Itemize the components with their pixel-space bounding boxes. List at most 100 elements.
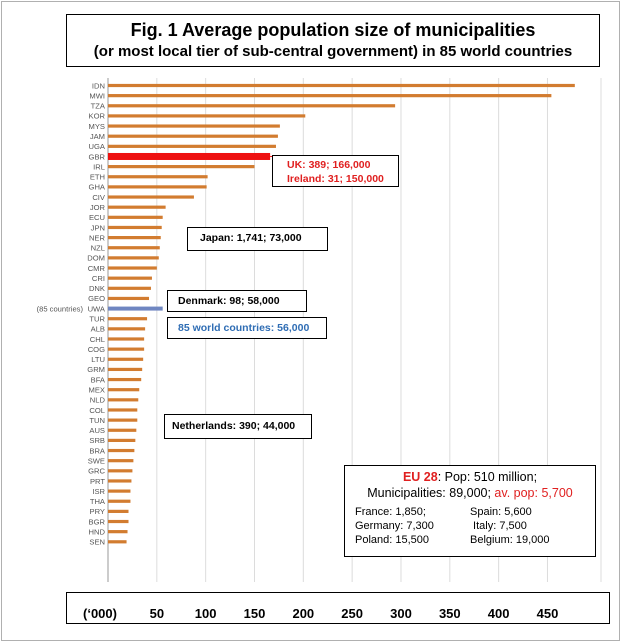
x-tick-label: 50 [149, 606, 165, 621]
category-label: AUS [89, 426, 105, 435]
chart-title: Fig. 1 Average population size of munici… [130, 20, 536, 40]
category-label: PRT [90, 477, 105, 486]
category-label: SEN [89, 538, 105, 547]
eu28-pop: : Pop: 510 million; [437, 470, 538, 484]
x-tick-label: 200 [292, 606, 315, 621]
netherlands-annotation: Netherlands: 390; 44,000 [164, 414, 312, 439]
category-label: THA [90, 497, 106, 506]
category-label: DOM [87, 254, 105, 263]
bar-tha [108, 499, 131, 503]
category-label: CHL [90, 335, 105, 344]
bar-dom [108, 256, 159, 260]
category-label: JAM [90, 132, 105, 141]
chart-subtitle: (or most local tier of sub-central gover… [93, 43, 573, 60]
bar-tur [108, 317, 148, 321]
bar-dnk [108, 286, 151, 290]
eu28-average-pop: av. pop: 5,700 [490, 486, 573, 500]
category-label: LTU [91, 355, 105, 364]
bar-sen [108, 540, 127, 544]
bar-jpn [108, 225, 162, 230]
category-label: HND [89, 527, 106, 536]
bar-mys [108, 124, 280, 128]
category-label: IDN [92, 81, 105, 90]
x-tick-label: 150 [243, 606, 266, 621]
bar-srb [108, 438, 136, 442]
bar-uga [108, 144, 276, 148]
bar-kor [108, 114, 306, 118]
eu-country-entry: France: 1,850; [355, 506, 426, 518]
eu-country-entry: Spain: 5,600 [470, 506, 532, 518]
eu-country-entry: Italy: 7,500 [470, 520, 527, 532]
eu-country-row: Poland: 15,500 Belgium: 19,000 [355, 534, 595, 548]
eu28-municipalities-line: Municipalities: 89,000; av. pop: 5,700 [345, 486, 595, 500]
bar-bgr [108, 519, 129, 524]
bar-mwi [108, 94, 552, 98]
bar-tza [108, 104, 396, 108]
category-label: JPN [91, 223, 105, 232]
category-label: PRY [90, 507, 105, 516]
bar-geo [108, 296, 150, 301]
category-label: NLD [90, 396, 106, 405]
category-label: KOR [89, 112, 106, 121]
category-label: CIV [92, 193, 106, 202]
category-label: JOR [90, 203, 106, 212]
world-average-annotation: 85 world countries: 56,000 [167, 317, 327, 339]
category-label: GBR [89, 152, 106, 161]
bar-isr [108, 489, 131, 493]
bar-gbr [108, 152, 271, 160]
bar-grm [108, 367, 143, 372]
x-tick-label: 400 [487, 606, 510, 621]
category-label: ETH [90, 173, 105, 182]
category-label: BGR [89, 517, 106, 526]
category-label: NER [89, 233, 106, 242]
denmark-annotation: Denmark: 98; 58,000 [167, 290, 307, 312]
bar-cmr [108, 266, 157, 270]
bar-nzl [108, 246, 160, 250]
bar-civ [108, 195, 194, 199]
eu28-heading: EU 28 [402, 470, 438, 484]
category-label: BFA [91, 375, 106, 384]
x-axis-unit-label: (‘000) [83, 606, 117, 621]
bar-ecu [108, 215, 163, 219]
eu-country-entry: Belgium: 19,000 [470, 534, 550, 546]
category-label: UGA [89, 142, 106, 151]
eu28-municipalities: Municipalities: 89,000; [367, 486, 491, 500]
bar-hnd [108, 530, 128, 534]
category-label: CRI [92, 274, 105, 283]
uk-ireland-annotation: UK: 389; 166,000 Ireland: 31; 150,000 [272, 155, 399, 187]
eu28-pop-line: EU 28: Pop: 510 million; [345, 470, 595, 484]
bar-uwa [108, 306, 163, 311]
category-label: UWA [88, 304, 106, 313]
bar-aus [108, 428, 137, 432]
category-label: GHA [89, 183, 106, 192]
average-row-label: (85 countries) [37, 304, 84, 313]
category-label: ALB [91, 325, 105, 334]
bar-pry [108, 509, 129, 513]
bar-swe [108, 459, 134, 463]
eu28-country-list: France: 1,850; Spain: 5,600 Germany: 7,300… [345, 506, 595, 548]
category-label: BRA [89, 446, 106, 455]
category-label: GEO [88, 294, 105, 303]
bar-tun [108, 418, 138, 422]
ireland-annotation-line: Ireland: 31; 150,000 [287, 173, 384, 185]
category-label: NZL [91, 244, 105, 253]
x-tick-label: 100 [194, 606, 217, 621]
eu28-summary-box: EU 28: Pop: 510 million; Municipalities:… [344, 465, 596, 557]
category-label: TUN [89, 416, 105, 425]
bar-prt [108, 479, 132, 483]
category-label: MYS [89, 122, 105, 131]
bar-nld [108, 398, 139, 402]
category-label: GRM [87, 365, 105, 374]
x-axis-box [66, 592, 610, 624]
x-tick-label: 300 [390, 606, 412, 621]
category-label: MWI [89, 91, 105, 100]
bar-grc [108, 469, 133, 473]
bar-cog [108, 347, 145, 351]
bar-ltu [108, 357, 144, 361]
bar-jam [108, 134, 278, 138]
bar-ner [108, 236, 161, 240]
category-label: SRB [89, 436, 105, 445]
bar-cri [108, 276, 152, 280]
bar-idn [108, 83, 575, 88]
